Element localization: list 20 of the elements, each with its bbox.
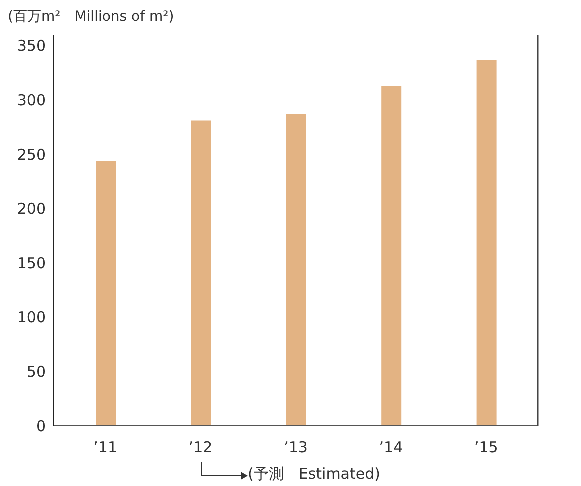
y-axis-title: (百万m² Millions of m²): [8, 8, 174, 26]
y-tick-label: 100: [17, 308, 46, 327]
bar: [382, 86, 402, 426]
y-tick-label: 350: [17, 37, 46, 56]
x-tick-label: ’13: [284, 438, 308, 457]
y-tick-label: 150: [17, 254, 46, 272]
bar: [96, 160, 116, 426]
bar: [286, 114, 306, 426]
bar: [476, 60, 497, 426]
x-tick-label: ’15: [474, 438, 498, 457]
y-tick-label: 250: [17, 146, 46, 164]
bar: [191, 120, 212, 426]
x-tick-label: ’14: [379, 438, 404, 457]
x-tick-label: ’11: [94, 438, 118, 457]
y-tick-label: 300: [17, 91, 46, 110]
y-tick-label: 50: [26, 363, 46, 382]
text: (予測 Estimated): [248, 465, 380, 484]
y-tick-label: 200: [17, 200, 46, 218]
x-tick-label: ’12: [188, 438, 213, 457]
y-tick-label: 0: [36, 417, 46, 436]
